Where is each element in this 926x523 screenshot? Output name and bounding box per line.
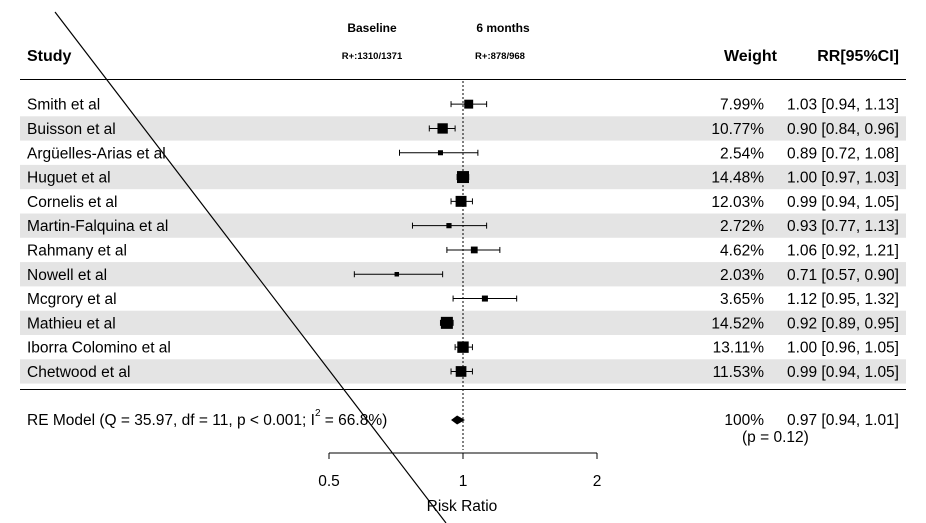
effect-square — [455, 195, 467, 207]
study-name: Buisson et al — [27, 121, 116, 138]
study-weight: 2.54% — [720, 145, 764, 162]
study-row: Rahmany et al 4.62% 1.06 [0.92, 1.21] — [27, 242, 899, 259]
study-name: Mcgrory et al — [27, 291, 117, 308]
study-name: Argüelles-Arias et al — [27, 145, 166, 162]
effect-square — [457, 341, 469, 353]
study-name: Martin-Falquina et al — [27, 218, 168, 235]
study-name: Iborra Colomino et al — [27, 340, 171, 357]
study-name: Chetwood et al — [27, 364, 130, 381]
effect-square — [446, 223, 452, 229]
effect-square — [437, 123, 448, 134]
study-row: Smith et al 7.99% 1.03 [0.94, 1.13] — [27, 97, 899, 114]
study-row: Martin-Falquina et al 2.72% 0.93 [0.77, 1.… — [27, 218, 899, 235]
effect-square — [455, 366, 467, 377]
x-tick-label: 1 — [459, 473, 468, 490]
baseline-count: R+:1310/1371 — [342, 51, 403, 62]
x-axis-title: Risk Ratio — [427, 498, 498, 515]
x-tick-label: 2 — [593, 473, 602, 490]
study-name: Rahmany et al — [27, 242, 127, 259]
study-weight: 11.53% — [713, 364, 765, 381]
study-row: Nowell et al 2.03% 0.71 [0.57, 0.90] — [27, 267, 899, 284]
study-weight: 4.62% — [720, 242, 764, 259]
study-name: Smith et al — [27, 97, 100, 114]
study-ci: 0.92 [0.89, 0.95] — [787, 315, 899, 332]
study-ci: 1.03 [0.94, 1.13] — [787, 97, 899, 114]
study-row: Argüelles-Arias et al 2.54% 0.89 [0.72, 1.… — [27, 145, 899, 162]
study-weight: 2.03% — [720, 267, 764, 284]
study-ci: 0.90 [0.84, 0.96] — [787, 121, 899, 138]
rr-column-header: RR[95%CI] — [817, 48, 899, 65]
study-row: Mcgrory et al 3.65% 1.12 [0.95, 1.32] — [27, 291, 899, 308]
baseline-header: Baseline — [347, 21, 397, 35]
study-ci: 1.06 [0.92, 1.21] — [787, 242, 899, 259]
study-row: Chetwood et al 11.53% 0.99 [0.94, 1.05] — [27, 364, 899, 381]
study-name: Cornelis et al — [27, 194, 117, 211]
effect-square — [470, 246, 478, 254]
study-ci: 0.71 [0.57, 0.90] — [787, 267, 899, 284]
study-row: Iborra Colomino et al 13.11% 1.00 [0.96, 1… — [27, 340, 899, 357]
study-weight: 7.99% — [720, 97, 764, 114]
study-ci: 0.99 [0.94, 1.05] — [787, 364, 899, 381]
study-row: Cornelis et al 12.03% 0.99 [0.94, 1.05] — [27, 194, 899, 211]
followup-count: R+:878/968 — [475, 51, 525, 62]
study-weight: 2.72% — [720, 218, 764, 235]
weight-column-header: Weight — [724, 48, 778, 65]
summary-p-value: (p = 0.12) — [742, 429, 809, 446]
effect-square — [464, 99, 474, 109]
study-row: Buisson et al 10.77% 0.90 [0.84, 0.96] — [27, 121, 899, 138]
study-ci: 0.99 [0.94, 1.05] — [787, 194, 899, 211]
study-row: Huguet et al 14.48% 1.00 [0.97, 1.03] — [27, 170, 899, 187]
study-name: Nowell et al — [27, 267, 107, 284]
study-column-header: Study — [27, 48, 72, 65]
summary-diamond — [451, 415, 465, 425]
effect-square — [437, 150, 443, 156]
effect-square — [440, 316, 453, 329]
diagonal-line — [54, 11, 447, 523]
study-weight: 14.52% — [711, 315, 764, 332]
study-name: Huguet et al — [27, 170, 111, 187]
study-weight: 10.77% — [711, 121, 764, 138]
study-weight: 3.65% — [720, 291, 764, 308]
study-ci: 0.93 [0.77, 1.13] — [787, 218, 899, 235]
summary-weight: 100% — [724, 412, 764, 429]
effect-square — [394, 272, 400, 277]
summary-label: RE Model (Q = 35.97, df = 11, p < 0.001;… — [27, 408, 387, 429]
study-weight: 14.48% — [711, 170, 764, 187]
followup-header: 6 months — [476, 21, 530, 35]
study-ci: 0.89 [0.72, 1.08] — [787, 145, 899, 162]
study-name: Mathieu et al — [27, 315, 116, 332]
x-tick-label: 0.5 — [318, 473, 340, 490]
effect-square — [457, 171, 469, 184]
summary-ci: 0.97 [0.94, 1.01] — [787, 412, 899, 429]
effect-square — [481, 295, 488, 302]
study-row: Mathieu et al 14.52% 0.92 [0.89, 0.95] — [27, 315, 899, 332]
x-axis: 0.5 1 2 — [318, 452, 602, 490]
study-ci: 1.00 [0.97, 1.03] — [787, 170, 899, 187]
row-stripe — [20, 116, 906, 141]
study-ci: 1.12 [0.95, 1.32] — [787, 291, 899, 308]
study-ci: 1.00 [0.96, 1.05] — [787, 340, 899, 357]
study-weight: 12.03% — [711, 194, 764, 211]
study-weight: 13.11% — [713, 340, 765, 357]
